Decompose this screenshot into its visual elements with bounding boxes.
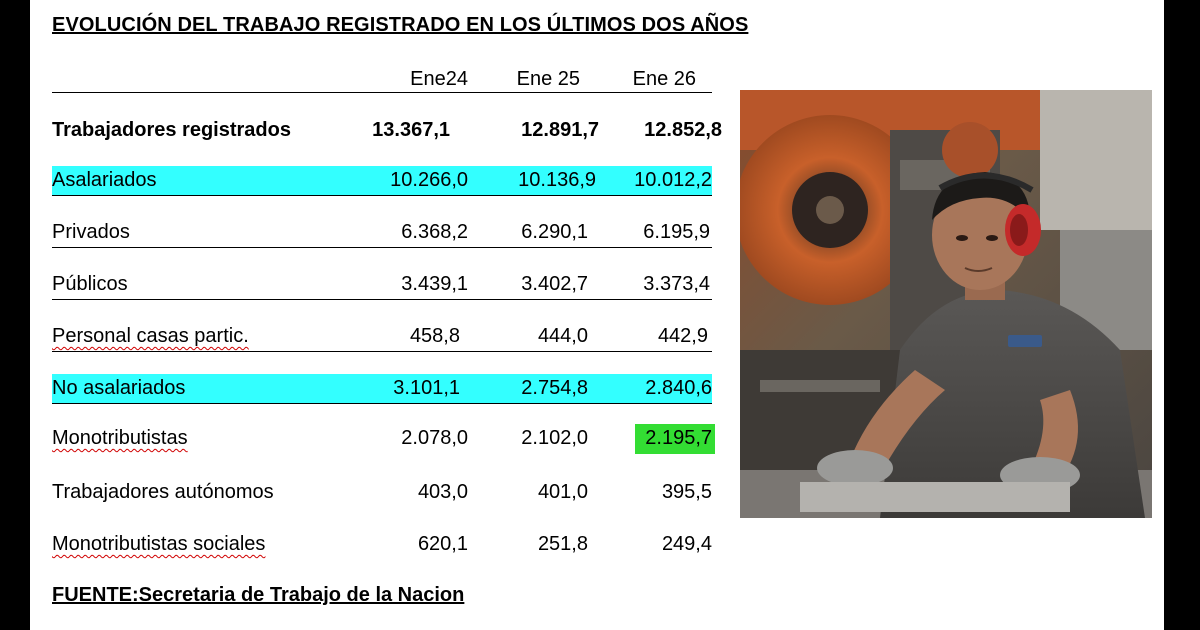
column-header-ene26: Ene 26 [632,68,696,90]
value-ene25: 2.102,0 [521,427,588,449]
row-label: Monotributistas [52,427,188,449]
header-rule [52,92,712,93]
table-row-asalariados: Asalariados 10.266,0 10.136,9 10.012,2 [52,166,712,196]
row-label: Monotributistas sociales [52,533,266,555]
row-rule [52,195,712,196]
value-ene25: 6.290,1 [521,221,588,243]
row-rule [52,403,712,404]
factory-worker-photo [740,90,1152,518]
table-row-no-asalariados: No asalariados 3.101,1 2.754,8 2.840,6 [52,374,712,404]
row-label: Privados [52,221,130,243]
value-ene24: 10.266,0 [390,169,468,191]
value-ene24: 458,8 [409,325,460,347]
table-row-publicos: Públicos 3.439,1 3.402,7 3.373,4 [52,270,712,300]
value-ene25: 12.891,7 [521,119,599,141]
row-label: Personal casas partic. [52,325,249,347]
row-rule [52,351,712,352]
row-label: Asalariados [52,169,157,191]
value-ene24: 6.368,2 [401,221,468,243]
document-title: EVOLUCIÓN DEL TRABAJO REGISTRADO EN LOS … [52,14,749,36]
value-ene24: 3.439,1 [401,273,468,295]
value-ene25: 444,0 [537,325,588,347]
source-note: FUENTE:Secretaria de Trabajo de la Nacio… [52,584,465,606]
value-ene24: 13.367,1 [372,119,450,141]
value-ene25: 2.754,8 [521,377,588,399]
value-ene26: 2.195,7 [645,427,712,449]
value-ene26: 442,9 [657,325,708,347]
value-ene24: 620,1 [417,533,468,555]
value-ene26: 2.840,6 [645,377,712,399]
table-row-monotributistas-sociales: Monotributistas sociales 620,1 251,8 249… [52,530,712,560]
value-ene25: 10.136,9 [518,169,596,191]
value-ene25: 3.402,7 [521,273,588,295]
value-ene24: 2.078,0 [401,427,468,449]
column-header-ene25: Ene 25 [516,68,580,90]
row-rule [52,247,712,248]
value-ene26: 10.012,2 [634,169,712,191]
value-ene26: 395,5 [661,481,712,503]
table-row-personal-casas-partic: Personal casas partic. 458,8 444,0 442,9 [52,322,712,352]
table-row-trabajadores-registrados: Trabajadores registrados 13.367,1 12.891… [52,116,722,146]
value-ene26: 249,4 [661,533,712,555]
value-ene25: 401,0 [537,481,588,503]
table-row-monotributistas: Monotributistas 2.078,0 2.102,0 2.195,7 [52,424,712,454]
row-rule [52,299,712,300]
value-ene24: 403,0 [417,481,468,503]
table-row-trabajadores-autonomos: Trabajadores autónomos 403,0 401,0 395,5 [52,478,712,508]
value-ene26: 3.373,4 [643,273,710,295]
value-ene24: 3.101,1 [393,377,460,399]
document-page: EVOLUCIÓN DEL TRABAJO REGISTRADO EN LOS … [30,0,1164,630]
row-label: Trabajadores autónomos [52,481,274,503]
row-label: Trabajadores registrados [52,119,291,141]
column-header-ene24: Ene24 [410,68,468,90]
row-label: Públicos [52,273,128,295]
value-ene26: 12.852,8 [644,119,722,141]
value-ene26: 6.195,9 [643,221,710,243]
row-label: No asalariados [52,377,186,399]
table-row-privados: Privados 6.368,2 6.290,1 6.195,9 [52,218,712,248]
value-ene25: 251,8 [537,533,588,555]
highlighted-cell [635,424,715,454]
